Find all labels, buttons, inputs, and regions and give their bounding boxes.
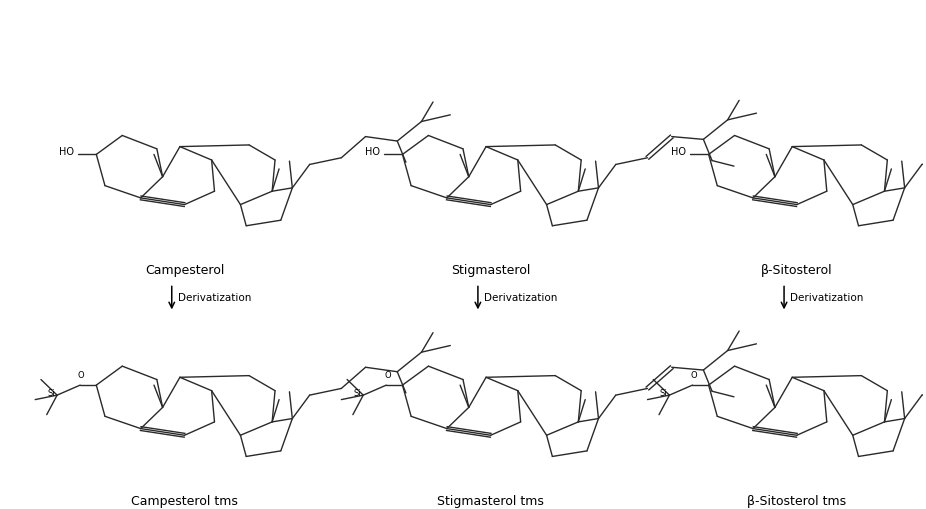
Text: HO: HO	[365, 148, 380, 157]
Text: Derivatization: Derivatization	[178, 293, 251, 303]
Text: Stigmasterol tms: Stigmasterol tms	[437, 495, 544, 508]
Text: Si: Si	[47, 389, 55, 398]
Text: Si: Si	[659, 389, 668, 398]
Text: Derivatization: Derivatization	[790, 293, 863, 303]
Text: Campesterol: Campesterol	[145, 265, 224, 277]
Text: Si: Si	[354, 389, 361, 398]
Text: β-Sitosterol tms: β-Sitosterol tms	[747, 495, 846, 508]
Text: O: O	[78, 371, 84, 380]
Text: O: O	[384, 371, 391, 380]
Text: Campesterol tms: Campesterol tms	[131, 495, 238, 508]
Text: β-Sitosterol: β-Sitosterol	[761, 265, 832, 277]
Text: Stigmasterol: Stigmasterol	[451, 265, 531, 277]
Text: Derivatization: Derivatization	[484, 293, 557, 303]
Text: HO: HO	[59, 148, 74, 157]
Text: HO: HO	[671, 148, 686, 157]
Text: O: O	[690, 371, 696, 380]
